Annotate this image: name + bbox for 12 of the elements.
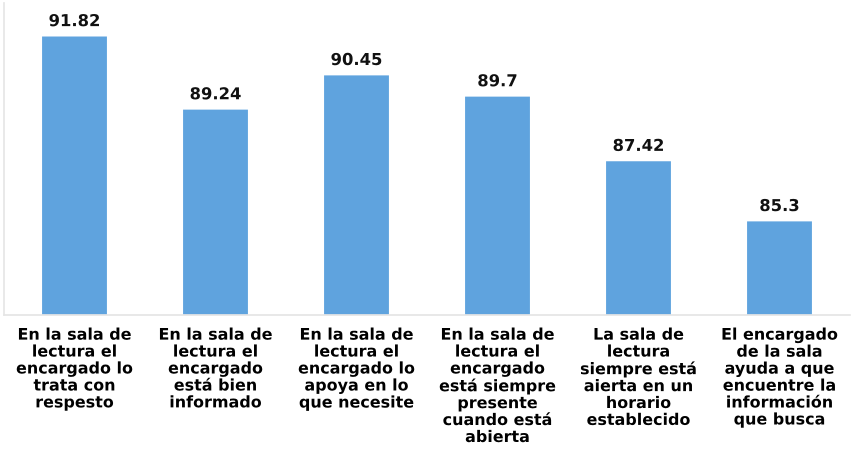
x-tick-label: En la sala de lectura el encargado está bien informado [160,328,272,408]
data-label: 90.45 [331,52,382,66]
x-tick-label: El encargado de la sala ayuda a que encuentre la información que busca [722,328,838,428]
data-label: 91.82 [49,14,99,26]
x-tick-label: En la sala de lectura el encargado lo trata con respesto [16,328,132,411]
x-tick-label: En la sala de lectura el encargado lo apoya en lo que necesite [298,328,414,411]
data-label: 87.42 [614,138,663,152]
data-label: 89.7 [478,74,516,86]
data-label: 89.24 [190,87,241,100]
x-tick-label: La sala de lectura siempre está aierta en un horario establecido [580,328,696,426]
data-label: 85.3 [760,198,798,212]
x-tick-label: En la sala de lectura el encargado está siempre presente cuando está abierta [440,328,556,442]
